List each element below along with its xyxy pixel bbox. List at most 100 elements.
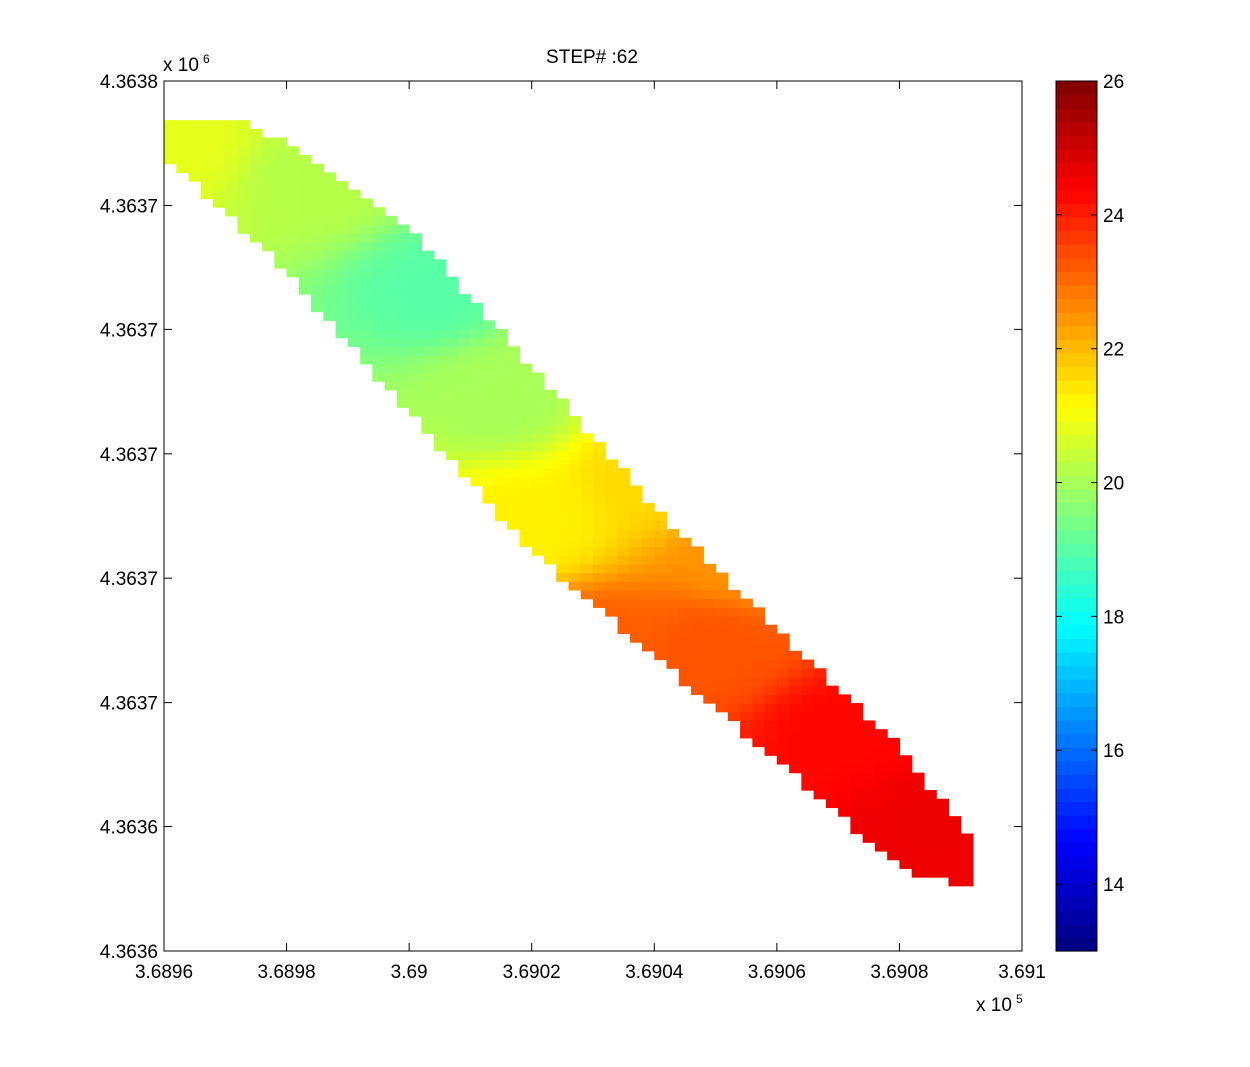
- heatmap-cell: [580, 572, 594, 582]
- heatmap-cell: [421, 302, 435, 313]
- heatmap-cell: [874, 763, 888, 774]
- heatmap-cell: [507, 415, 521, 426]
- heatmap-cell: [948, 842, 962, 852]
- heatmap-cell: [813, 755, 827, 765]
- heatmap-cell: [482, 494, 496, 504]
- heatmap-cell: [507, 407, 521, 417]
- heatmap-cell: [789, 659, 802, 669]
- heatmap-cell: [482, 398, 496, 408]
- heatmap-cell: [593, 476, 606, 487]
- heatmap-cell: [409, 294, 422, 304]
- heatmap-cell: [482, 424, 496, 434]
- heatmap-cell: [421, 355, 435, 365]
- heatmap-cell: [605, 502, 619, 513]
- heatmap-cell: [360, 294, 373, 304]
- heatmap-cell: [213, 128, 226, 139]
- heatmap-cell: [568, 502, 582, 513]
- heatmap-cell: [703, 676, 717, 687]
- heatmap-cell: [458, 311, 472, 321]
- heatmap-cell: [899, 833, 913, 843]
- heatmap-cell: [764, 650, 778, 661]
- heatmap-cell: [887, 842, 901, 852]
- x-tick-label: 3.6908: [870, 962, 928, 983]
- heatmap-cell: [862, 729, 876, 739]
- heatmap-cell: [445, 346, 459, 356]
- heatmap-cell: [519, 537, 533, 548]
- heatmap-cell: [617, 581, 631, 591]
- heatmap-cell: [409, 250, 422, 260]
- heatmap-cell: [409, 337, 422, 347]
- heatmap-cell: [433, 346, 447, 356]
- heatmap-cell: [801, 737, 815, 748]
- heatmap-cell: [286, 250, 300, 260]
- heatmap-cell: [666, 659, 680, 669]
- heatmap-cell: [642, 502, 655, 513]
- heatmap-cell: [311, 302, 324, 313]
- heatmap-cell: [360, 276, 373, 287]
- heatmap-cell: [445, 302, 459, 313]
- heatmap-cell: [593, 581, 606, 591]
- heatmap-cell: [580, 442, 594, 452]
- heatmap-cell: [642, 563, 655, 574]
- heatmap-cell: [617, 598, 631, 608]
- heatmap-cell: [347, 320, 361, 330]
- heatmap-cell: [164, 154, 177, 165]
- heatmap-cell: [691, 685, 704, 695]
- y-tick-label: 4.3636: [100, 942, 158, 963]
- colorbar-swatch: [1056, 923, 1097, 938]
- heatmap-cell: [200, 146, 214, 156]
- heatmap-cell: [519, 381, 533, 391]
- heatmap-cell: [691, 598, 704, 608]
- heatmap-cell: [543, 511, 557, 521]
- heatmap-cell: [249, 215, 263, 226]
- heatmap-cell: [580, 459, 594, 469]
- heatmap-cell: [666, 563, 680, 574]
- heatmap-cell: [568, 555, 582, 565]
- heatmap-cell: [764, 694, 778, 704]
- heatmap-cell: [323, 250, 337, 260]
- heatmap-cell: [360, 355, 373, 365]
- heatmap-cell: [347, 250, 361, 260]
- heatmap-cell: [421, 381, 435, 391]
- heatmap-cell: [580, 520, 594, 530]
- heatmap-cell: [543, 398, 557, 408]
- x-tick-label: 3.6898: [258, 962, 316, 983]
- colorbar-swatch: [1056, 692, 1097, 707]
- heatmap-cell: [666, 555, 680, 565]
- colorbar-swatch: [1056, 488, 1097, 503]
- heatmap-cell: [629, 537, 643, 548]
- heatmap-cell: [347, 259, 361, 269]
- heatmap-cell: [727, 616, 741, 626]
- heatmap-cell: [200, 154, 214, 165]
- heatmap-cell: [494, 485, 508, 495]
- heatmap-cell: [874, 729, 888, 739]
- heatmap-cell: [691, 581, 704, 591]
- heatmap-cell: [519, 520, 533, 530]
- heatmap-cell: [678, 668, 692, 678]
- heatmap-cell: [666, 633, 680, 643]
- heatmap-cell: [593, 450, 606, 461]
- heatmap-cell: [421, 311, 435, 321]
- colorbar-swatch: [1056, 502, 1097, 517]
- heatmap-cell: [825, 763, 839, 774]
- heatmap-cell: [593, 589, 606, 600]
- heatmap-cell: [507, 485, 521, 495]
- heatmap-cell: [421, 276, 435, 287]
- heatmap-cell: [764, 720, 778, 730]
- heatmap-cell: [225, 120, 239, 130]
- y-tick-label: 4.3637: [100, 569, 158, 590]
- heatmap-cell: [286, 215, 300, 226]
- heatmap-cell: [727, 598, 741, 608]
- heatmap-cell: [936, 833, 950, 843]
- x-tick-label: 3.691: [998, 962, 1046, 983]
- heatmap-cell: [360, 311, 373, 321]
- heatmap-cell: [164, 137, 177, 147]
- heatmap-cell: [825, 746, 839, 756]
- heatmap-cell: [715, 572, 729, 582]
- heatmap-cell: [421, 389, 435, 400]
- heatmap-cell: [556, 546, 570, 556]
- heatmap-cell: [433, 285, 447, 295]
- heatmap-cell: [580, 433, 594, 443]
- heatmap-cell: [262, 172, 275, 182]
- heatmap-cell: [213, 163, 226, 173]
